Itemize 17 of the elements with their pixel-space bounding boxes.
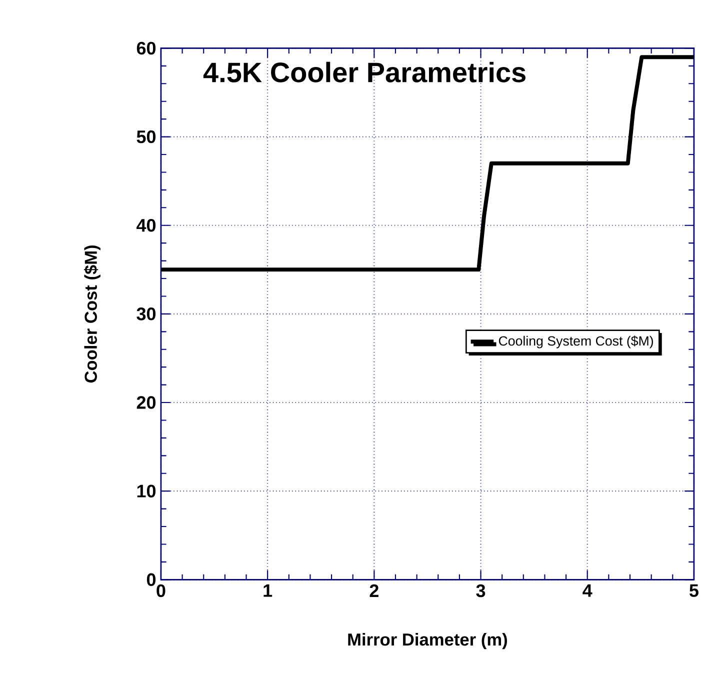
y-tick-label: 0 — [146, 573, 156, 586]
y-tick-label: 10 — [137, 484, 156, 498]
y-tick-label: 20 — [136, 396, 156, 409]
y-tick-label: 60 — [136, 42, 156, 55]
y-axis-title: Cooler Cost ($M) — [84, 245, 100, 383]
y-tick-label: 30 — [136, 308, 156, 320]
legend-label: Cooling System Cost ($M) — [498, 336, 654, 348]
x-tick-label: 0 — [156, 584, 166, 598]
chart-title: 4.5K Cooler Parametrics — [203, 62, 526, 82]
x-tick-label: 5 — [690, 584, 698, 597]
x-tick-label: 2 — [370, 584, 378, 597]
x-tick-label: 1 — [264, 584, 272, 597]
y-tick-label: 50 — [136, 130, 156, 144]
y-tick-label: 40 — [136, 218, 156, 232]
x-tick-label: 4 — [582, 584, 592, 597]
x-tick-label: 3 — [476, 584, 486, 598]
x-axis-title: Mirror Diameter (m) — [348, 632, 507, 650]
